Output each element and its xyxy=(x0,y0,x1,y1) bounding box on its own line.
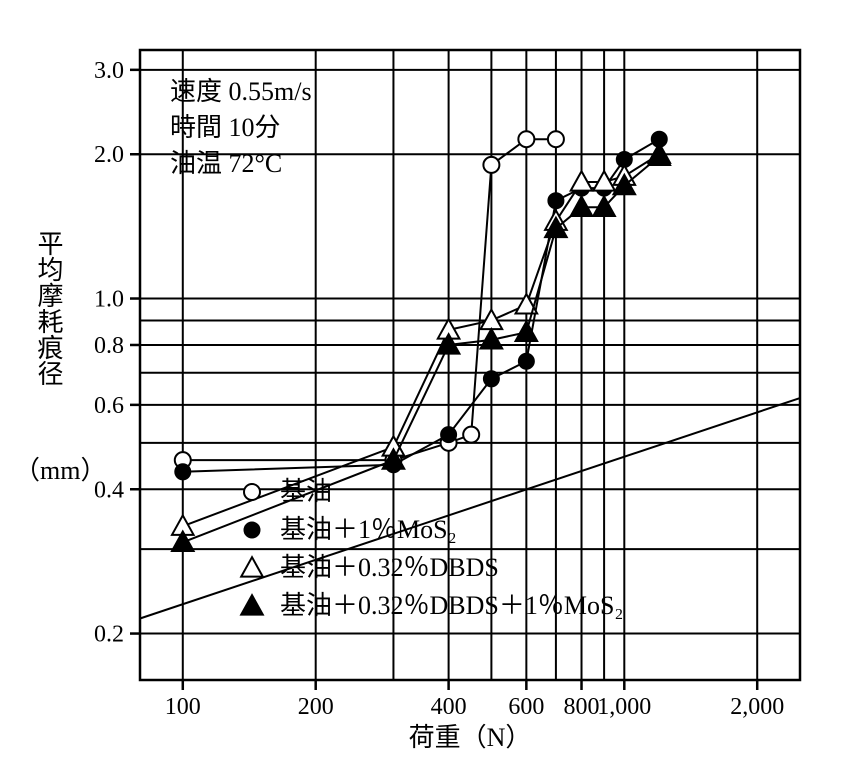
series-line xyxy=(183,139,556,460)
marker-triangle-open-icon xyxy=(481,310,503,329)
x-tick-label: 2,000 xyxy=(730,694,784,720)
marker-triangle-open-icon xyxy=(241,557,263,576)
x-tick-label: 200 xyxy=(298,694,334,720)
marker-circle-open-icon xyxy=(463,427,479,443)
marker-circle-filled-icon xyxy=(244,522,260,538)
info-text-line: 速度 0.55m/s xyxy=(170,77,312,106)
marker-circle-open-icon xyxy=(483,157,499,173)
x-tick-label: 600 xyxy=(508,694,544,720)
marker-circle-filled-icon xyxy=(441,427,457,443)
marker-circle-open-icon xyxy=(244,484,260,500)
y-tick-label: 2.0 xyxy=(94,142,124,168)
info-text-line: 油温 72°C xyxy=(170,149,282,178)
marker-circle-open-icon xyxy=(548,131,564,147)
x-tick-label: 1,000 xyxy=(597,694,651,720)
series-base_oil xyxy=(175,131,564,468)
marker-triangle-open-icon xyxy=(593,171,615,190)
y-tick-label: 3.0 xyxy=(94,58,124,84)
marker-triangle-filled-icon xyxy=(241,595,263,614)
x-tick-label: 100 xyxy=(165,694,201,720)
marker-triangle-filled-icon xyxy=(571,197,593,216)
chart-svg: 1002004006008001,0002,0000.20.40.60.81.0… xyxy=(0,0,852,765)
y-tick-label: 0.2 xyxy=(94,622,124,648)
y-axis-title: 平均摩耗痕径 xyxy=(30,230,67,386)
x-tick-label: 800 xyxy=(564,694,600,720)
y-tick-label: 0.8 xyxy=(94,333,124,359)
legend-label: 基油＋0.32％DBDS xyxy=(280,553,499,582)
y-axis-unit: （mm） xyxy=(14,450,106,487)
info-text-line: 時間 10分 xyxy=(170,113,281,142)
marker-circle-filled-icon xyxy=(175,464,191,480)
legend-label: 基油 xyxy=(280,477,332,506)
marker-triangle-open-icon xyxy=(571,171,593,190)
legend-label: 基油＋1％MoS₂ xyxy=(280,515,457,544)
wear-scar-vs-load-chart: 1002004006008001,0002,0000.20.40.60.81.0… xyxy=(0,0,852,765)
legend-label: 基油＋0.32％DBDS＋1％MoS₂ xyxy=(280,591,624,620)
y-tick-label: 0.6 xyxy=(94,393,124,419)
x-tick-label: 400 xyxy=(431,694,467,720)
marker-circle-filled-icon xyxy=(518,353,534,369)
x-axis-title: 荷重（N） xyxy=(409,723,532,752)
marker-circle-filled-icon xyxy=(548,193,564,209)
series-base_oil_mos2 xyxy=(175,131,667,480)
marker-circle-open-icon xyxy=(518,131,534,147)
y-tick-label: 1.0 xyxy=(94,287,124,313)
marker-circle-filled-icon xyxy=(483,371,499,387)
series-base_oil_dbds xyxy=(172,143,670,534)
